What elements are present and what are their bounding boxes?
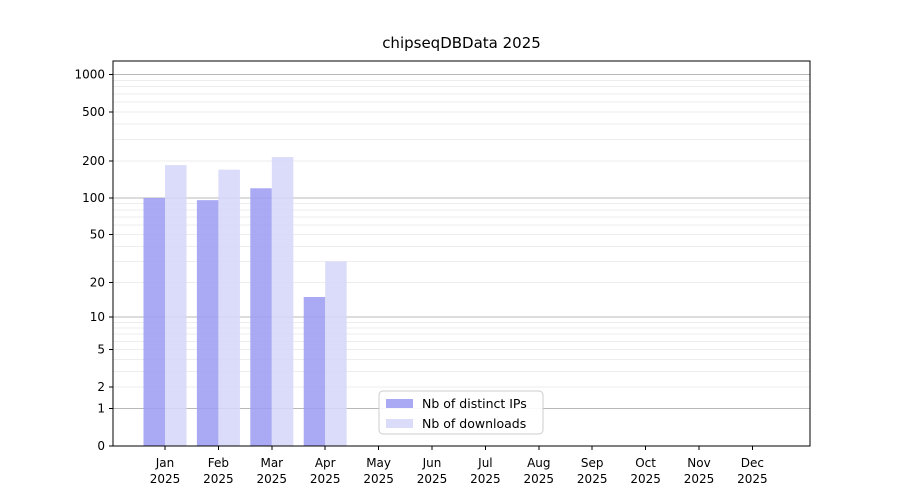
- y-tick-label-0: 0: [97, 439, 105, 453]
- x-tick-sublabel-dec-2025: 2025: [737, 472, 768, 486]
- y-tick-label-10: 10: [90, 310, 105, 324]
- x-tick-label-jul-2025: Jul: [477, 456, 492, 470]
- bar-nb-of-distinct-ips-apr-2025: [303, 296, 326, 446]
- x-tick-label-dec-2025: Dec: [741, 456, 764, 470]
- bar-nb-of-downloads-jan-2025: [165, 165, 187, 446]
- y-tick-label-2: 2: [97, 380, 105, 394]
- series-nb-of-distinct-ips: [143, 188, 326, 446]
- legend-swatch-nb-of-distinct-ips: [386, 399, 413, 408]
- x-tick-sublabel-aug-2025: 2025: [524, 472, 555, 486]
- y-tick-label-500: 500: [82, 105, 105, 119]
- y-axis: 0 1 2 5 10 20 50 100 200 500 1000: [74, 68, 113, 453]
- x-tick-sublabel-apr-2025: 2025: [310, 472, 341, 486]
- x-tick-label-mar-2025: Mar: [260, 456, 283, 470]
- x-tick-label-oct-2025: Oct: [635, 456, 656, 470]
- x-tick-sublabel-may-2025: 2025: [363, 472, 394, 486]
- bar-nb-of-downloads-mar-2025: [271, 157, 294, 447]
- x-tick-sublabel-sep-2025: 2025: [577, 472, 608, 486]
- x-tick-label-aug-2025: Aug: [527, 456, 550, 470]
- bar-nb-of-downloads-apr-2025: [325, 261, 347, 446]
- y-tick-label-200: 200: [82, 154, 105, 168]
- plot-frame: [112, 60, 811, 447]
- x-tick-sublabel-nov-2025: 2025: [684, 472, 715, 486]
- bar-nb-of-distinct-ips-jan-2025: [143, 197, 165, 446]
- x-tick-sublabel-oct-2025: 2025: [630, 472, 661, 486]
- y-tick-label-50: 50: [90, 228, 105, 242]
- x-tick-label-apr-2025: Apr: [315, 456, 336, 470]
- x-tick-label-jun-2025: Jun: [422, 456, 442, 470]
- legend-label-nb-of-distinct-ips: Nb of distinct IPs: [422, 396, 527, 411]
- x-tick-label-nov-2025: Nov: [687, 456, 710, 470]
- bar-nb-of-downloads-feb-2025: [218, 169, 240, 446]
- y-tick-label-5: 5: [97, 343, 105, 357]
- x-tick-sublabel-jun-2025: 2025: [417, 472, 448, 486]
- legend: Nb of distinct IPs Nb of downloads: [378, 390, 544, 435]
- bar-nb-of-distinct-ips-feb-2025: [196, 200, 219, 446]
- x-axis: Jan 2025 Feb 2025 Mar 2025 Apr 2025 May 2025 Jun 20…: [150, 446, 768, 486]
- chart-title: chipseqDBData 2025: [382, 34, 541, 52]
- y-tick-label-100: 100: [82, 191, 105, 205]
- y-tick-label-1000: 1000: [74, 68, 105, 82]
- x-tick-sublabel-jul-2025: 2025: [470, 472, 501, 486]
- legend-label-nb-of-downloads: Nb of downloads: [422, 416, 526, 431]
- x-tick-sublabel-jan-2025: 2025: [150, 472, 181, 486]
- x-tick-label-may-2025: May: [366, 456, 391, 470]
- y-tick-label-20: 20: [90, 275, 105, 289]
- legend-box: [378, 390, 544, 435]
- legend-swatch-nb-of-downloads: [386, 419, 413, 428]
- x-tick-label-sep-2025: Sep: [581, 456, 604, 470]
- x-tick-label-jan-2025: Jan: [155, 456, 175, 470]
- x-tick-sublabel-feb-2025: 2025: [203, 472, 234, 486]
- x-tick-sublabel-mar-2025: 2025: [257, 472, 288, 486]
- x-tick-label-feb-2025: Feb: [208, 456, 229, 470]
- series-nb-of-downloads: [165, 157, 347, 447]
- y-tick-label-1: 1: [97, 402, 105, 416]
- bar-nb-of-distinct-ips-mar-2025: [250, 188, 272, 446]
